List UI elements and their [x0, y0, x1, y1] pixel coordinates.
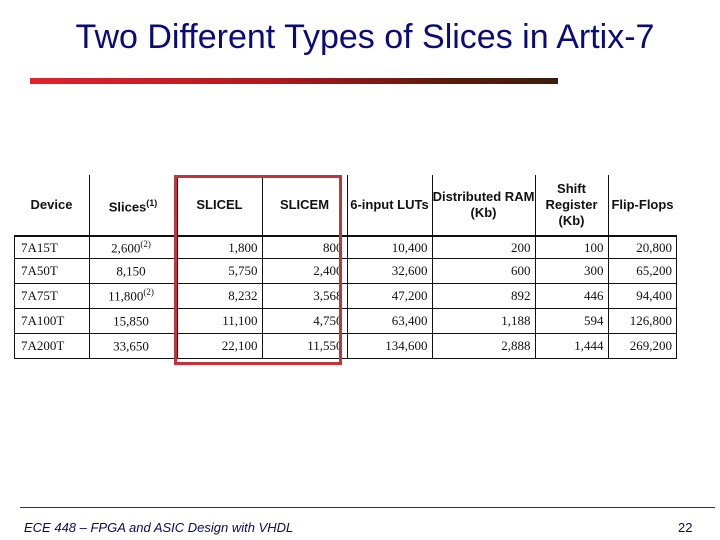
page-number: 22	[678, 520, 693, 535]
cell-device: 7A50T	[14, 258, 90, 284]
title-underline	[30, 78, 558, 84]
cell-slicel: 11,100	[176, 308, 263, 334]
cell-slices: 33,650	[88, 333, 178, 359]
cell-slices: 11,800(2)	[88, 283, 178, 309]
header-distributed-ram: Distributed RAM (Kb)	[431, 175, 536, 237]
cell-slicem: 11,550	[261, 333, 348, 359]
cell-device: 7A15T	[14, 235, 90, 259]
cell-slices: 2,600(2)	[88, 235, 178, 259]
table-row: 7A75T 11,800(2) 8,232 3,568 47,200 892 4…	[14, 283, 677, 309]
cell-slices: 8,150	[88, 258, 178, 284]
cell-luts: 32,600	[346, 258, 433, 284]
cell-distributed-ram: 892	[431, 283, 536, 309]
cell-flip-flops: 269,200	[607, 333, 677, 359]
cell-distributed-ram: 600	[431, 258, 536, 284]
cell-slicel: 8,232	[176, 283, 263, 309]
cell-device: 7A75T	[14, 283, 90, 309]
cell-slices: 15,850	[88, 308, 178, 334]
cell-flip-flops: 20,800	[607, 235, 677, 259]
cell-slicem: 3,568	[261, 283, 348, 309]
cell-distributed-ram: 200	[431, 235, 536, 259]
cell-flip-flops: 126,800	[607, 308, 677, 334]
header-device: Device	[14, 175, 90, 237]
cell-distributed-ram: 1,188	[431, 308, 536, 334]
cell-slicel: 1,800	[176, 235, 263, 259]
footer-course-label: ECE 448 – FPGA and ASIC Design with VHDL	[24, 520, 294, 535]
table-row: 7A50T 8,150 5,750 2,400 32,600 600 300 6…	[14, 258, 677, 284]
footer-divider	[20, 507, 715, 508]
cell-shift-register: 100	[534, 235, 609, 259]
header-slicem: SLICEM	[261, 175, 348, 237]
cell-slicem: 2,400	[261, 258, 348, 284]
cell-luts: 10,400	[346, 235, 433, 259]
cell-slicel: 5,750	[176, 258, 263, 284]
table-header-row: Device Slices(1) SLICEL SLICEM 6-input L…	[14, 175, 677, 237]
cell-device: 7A100T	[14, 308, 90, 334]
cell-slicem: 800	[261, 235, 348, 259]
table-row: 7A15T 2,600(2) 1,800 800 10,400 200 100 …	[14, 235, 677, 259]
header-shift-register: Shift Register (Kb)	[534, 175, 609, 237]
cell-slicem: 4,750	[261, 308, 348, 334]
cell-luts: 63,400	[346, 308, 433, 334]
slices-table: Device Slices(1) SLICEL SLICEM 6-input L…	[14, 175, 677, 359]
table-row: 7A100T 15,850 11,100 4,750 63,400 1,188 …	[14, 308, 677, 334]
header-flip-flops: Flip-Flops	[607, 175, 677, 237]
header-slices: Slices(1)	[88, 175, 178, 237]
cell-flip-flops: 94,400	[607, 283, 677, 309]
cell-luts: 47,200	[346, 283, 433, 309]
cell-device: 7A200T	[14, 333, 90, 359]
cell-shift-register: 1,444	[534, 333, 609, 359]
cell-shift-register: 594	[534, 308, 609, 334]
cell-luts: 134,600	[346, 333, 433, 359]
cell-slicel: 22,100	[176, 333, 263, 359]
slide-title: Two Different Types of Slices in Artix-7	[75, 18, 655, 56]
cell-shift-register: 300	[534, 258, 609, 284]
header-luts: 6-input LUTs	[346, 175, 433, 237]
table-row: 7A200T 33,650 22,100 11,550 134,600 2,88…	[14, 333, 677, 359]
cell-distributed-ram: 2,888	[431, 333, 536, 359]
cell-flip-flops: 65,200	[607, 258, 677, 284]
cell-shift-register: 446	[534, 283, 609, 309]
header-slicel: SLICEL	[176, 175, 263, 237]
